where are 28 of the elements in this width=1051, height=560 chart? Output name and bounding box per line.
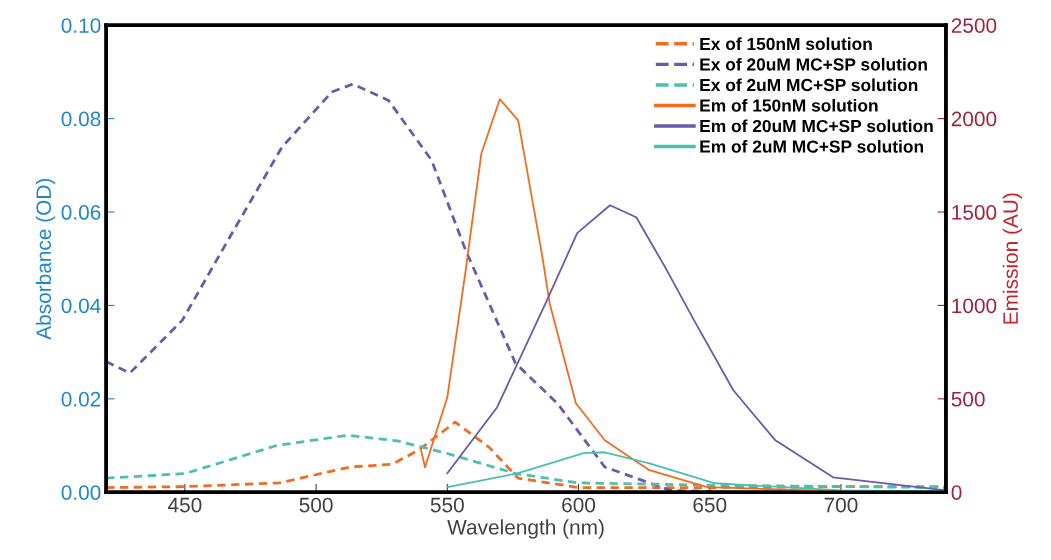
- x-tick-label: 700: [824, 497, 858, 513]
- y2-tick-label: 500: [951, 391, 985, 407]
- y-tick-label: 0.10: [61, 18, 101, 33]
- y2-tick-label: 1000: [952, 298, 997, 314]
- y-axis-title: Absorbance (OD): [35, 178, 56, 340]
- x-tick-label: 550: [430, 497, 464, 513]
- legend-label: Em of 2uM MC+SP solution: [700, 139, 924, 153]
- x-tick-label: 650: [693, 497, 727, 513]
- x-axis-title: Wavelength (nm): [447, 519, 604, 539]
- y2-axis-title: Emission (AU): [1002, 193, 1023, 324]
- y2-tick-label: 2000: [951, 111, 997, 127]
- legend-label: Em of 20uM MC+SP solution: [700, 119, 933, 133]
- y-tick-label: 0.06: [61, 205, 101, 220]
- y2-tick-label: 0: [951, 485, 962, 500]
- legend-label: Ex of 2uM MC+SP solution: [700, 78, 918, 92]
- x-tick-label: 500: [299, 497, 333, 513]
- legend-label: Em of 150nM solution: [700, 98, 878, 112]
- x-tick-label: 600: [562, 497, 596, 513]
- y2-tick-label: 2500: [951, 18, 997, 33]
- x-tick-label: 450: [167, 497, 202, 513]
- legend-label: Ex of 150nM solution: [700, 37, 872, 51]
- y-tick-label: 0.08: [61, 111, 101, 127]
- y2-tick-label: 1500: [952, 205, 997, 220]
- line-series: [106, 433, 946, 489]
- y-tick-label: 0.02: [61, 391, 101, 407]
- y-tick-label: 0.00: [61, 485, 101, 500]
- y-tick-label: 0.04: [61, 298, 101, 314]
- legend-label: Ex of 20uM MC+SP solution: [700, 57, 927, 71]
